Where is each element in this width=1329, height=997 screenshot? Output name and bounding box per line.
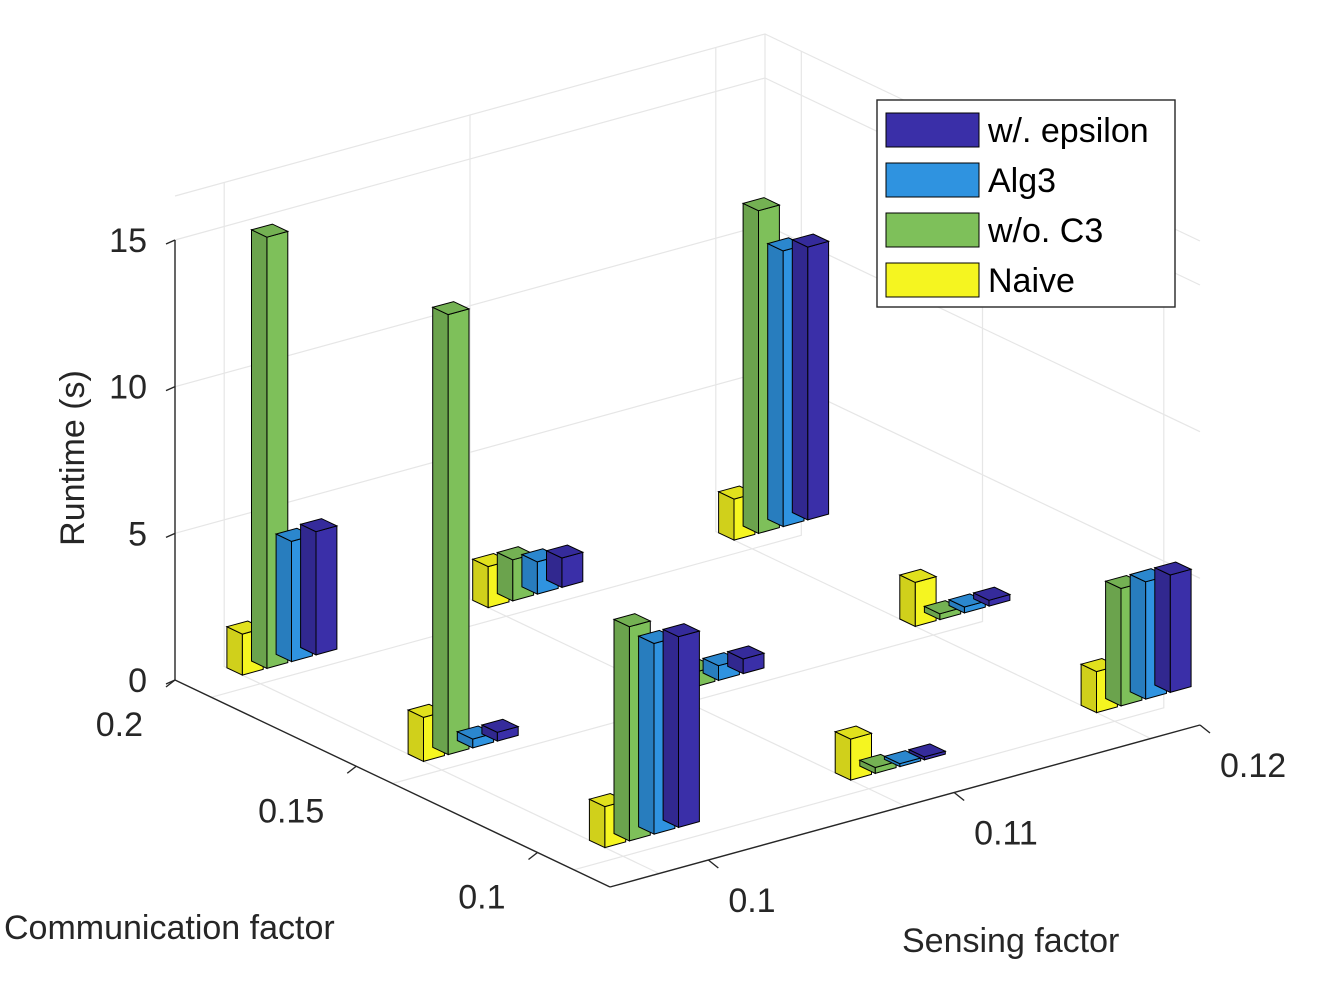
x-tick: [1199, 724, 1211, 734]
bar-face-front: [447, 308, 470, 756]
bar-face-side: [300, 523, 317, 656]
bar-face-top: [480, 718, 520, 733]
bar-face-top: [545, 544, 585, 559]
bar-face-top: [612, 613, 652, 628]
z-tick-label: 15: [109, 222, 147, 260]
bar-face-side: [613, 618, 630, 842]
legend-label: w/. epsilon: [987, 112, 1149, 150]
bar-face-top: [661, 623, 701, 638]
bar-face-side: [718, 490, 735, 541]
legend-label: Naive: [988, 262, 1075, 300]
x-axis-label: Sensing factor: [902, 922, 1119, 960]
legend-swatch: [885, 112, 980, 148]
bar-face-top: [898, 568, 938, 583]
legend-swatch: [885, 162, 980, 198]
legend-label: Alg3: [988, 162, 1056, 200]
bar: [898, 568, 938, 628]
bar-face-front: [315, 525, 338, 656]
grid-line: [469, 115, 906, 807]
y-tick: [165, 679, 176, 688]
bar-face-side: [899, 574, 916, 628]
bar: [545, 544, 585, 589]
bar-face-side: [1154, 566, 1171, 694]
y-tick-label: 0.2: [96, 706, 143, 744]
bar-face-top: [972, 586, 1012, 601]
bar: [726, 645, 766, 675]
bar-face-side: [1129, 573, 1147, 700]
bar-face-side: [432, 306, 449, 756]
bar-face-side: [834, 730, 852, 781]
z-tick: [165, 532, 176, 538]
bar-face-side: [407, 709, 424, 763]
bar-face-top: [299, 518, 339, 533]
bar-face-side: [275, 533, 292, 663]
bar-face-top: [790, 233, 831, 248]
bar: [907, 743, 947, 761]
y-axis-line: [174, 679, 611, 888]
z-tick-label: 0: [128, 662, 147, 700]
bar: [1153, 561, 1193, 694]
x-tick: [953, 791, 965, 802]
z-tick-label: 5: [128, 515, 147, 553]
bar: [299, 518, 339, 656]
bar-face-front: [1169, 568, 1192, 694]
bar: [431, 301, 471, 756]
bar: [833, 725, 873, 781]
bar-face-top: [431, 301, 471, 316]
bar-face-top: [250, 223, 290, 238]
bar-face-top: [907, 743, 947, 758]
z-tick: [165, 239, 176, 245]
bar-face-side: [767, 242, 784, 528]
grid-line: [715, 47, 1152, 740]
x-tick-label: 0.1: [728, 882, 775, 920]
bar-face-front: [914, 575, 937, 628]
bar: [480, 718, 520, 742]
bar: [790, 233, 831, 521]
legend-label: w/o. C3: [987, 212, 1103, 250]
legend-entries: w/. epsilon Alg3 w/o. C3 Naive: [885, 112, 1149, 300]
bar-face-side: [496, 551, 514, 602]
bar-face-side: [251, 229, 268, 670]
bar-face-side: [588, 798, 606, 849]
bar-face-side: [1080, 663, 1097, 714]
grid-line: [573, 223, 1165, 871]
y-tick-label: 0.1: [458, 879, 505, 917]
legend-swatch: [885, 262, 980, 298]
y-tick-label: 0.15: [258, 792, 324, 830]
bar-face-top: [726, 645, 766, 660]
bar: [661, 623, 701, 829]
bar: [972, 586, 1012, 607]
z-axis-label: Runtime (s): [54, 370, 92, 546]
bar-face-side: [1105, 580, 1122, 707]
bar-face-top: [1153, 561, 1193, 576]
y-tick: [528, 851, 538, 861]
z-tick: [165, 386, 176, 392]
bar-face-front: [678, 630, 700, 829]
y-axis-label: Communication factor: [4, 909, 335, 947]
bars-layer: [225, 197, 1193, 849]
bar-face-side: [226, 625, 243, 676]
z-tick-label: 10: [109, 369, 147, 407]
x-tick-label: 0.11: [974, 815, 1038, 853]
bar-face-top: [741, 197, 781, 212]
bar-face-top: [833, 725, 873, 740]
bar-face-front: [807, 240, 830, 521]
grid-line: [211, 51, 802, 698]
x-tick: [707, 859, 719, 869]
bar-face-side: [472, 558, 489, 609]
x-tick-label: 0.12: [1220, 747, 1286, 785]
bar-face-front: [850, 732, 872, 781]
bar-face-side: [742, 202, 759, 535]
legend: w/. epsilon Alg3 w/o. C3 Naive: [876, 99, 1176, 308]
legend-swatch: [885, 212, 980, 248]
grid-line: [223, 182, 660, 875]
y-tick: [346, 765, 357, 774]
bar-face-side: [638, 635, 655, 835]
bar-face-side: [791, 238, 809, 521]
bar-face-side: [662, 628, 679, 829]
ticks-layer: 0 5 10 15 0.2 0.15 0.1 0.1 0.11 0.12: [96, 222, 1286, 920]
